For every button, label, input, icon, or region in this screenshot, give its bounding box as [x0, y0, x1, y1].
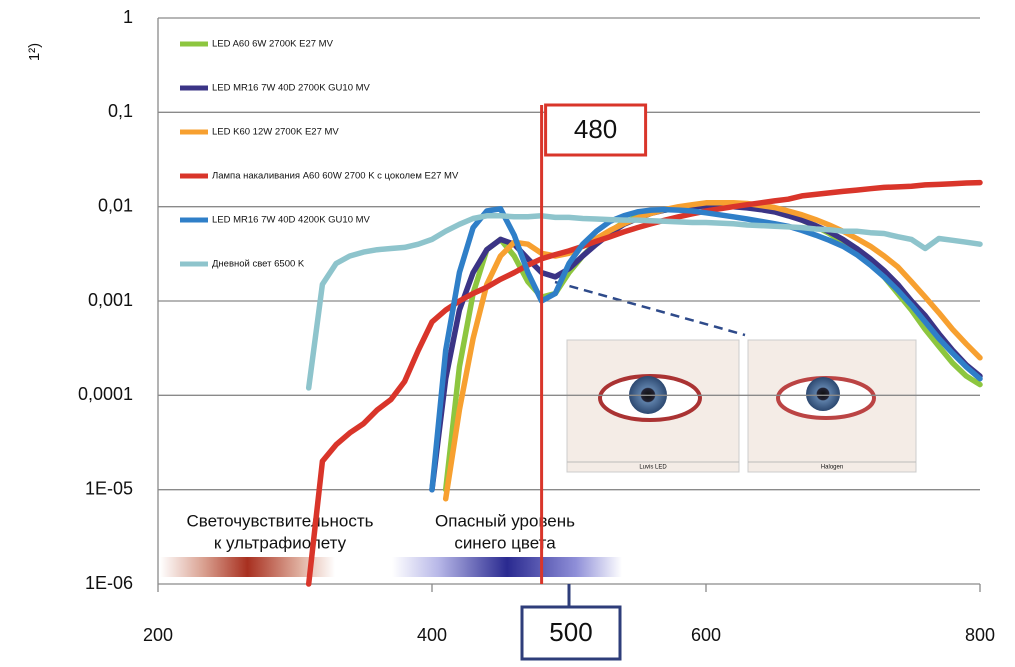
blue-band	[392, 557, 622, 577]
annotation-box	[544, 103, 648, 157]
x-tick-label: 800	[965, 625, 995, 645]
legend-label: LED K60 12W 2700K E27 MV	[212, 127, 339, 138]
legend-label: LED MR16 7W 40D 2700K GU10 MV	[212, 83, 371, 94]
x-tick-label: 200	[143, 625, 173, 645]
annotation-label: 480	[574, 114, 617, 144]
pointer-line	[554, 280, 746, 337]
uv-band	[160, 557, 335, 577]
x-tick-label: 400	[417, 625, 447, 645]
y-tick-label: 0,0001	[78, 384, 133, 404]
band-label: к ультрафиолету	[214, 533, 347, 552]
y-tick-label: 1	[123, 7, 133, 27]
annotation-label: 500	[549, 617, 592, 647]
series-line	[305, 179, 983, 587]
y-tick-label: 1E-06	[85, 573, 133, 593]
annotation-box	[520, 605, 622, 661]
image-caption: Luvis LED	[639, 465, 667, 471]
legend-label: LED MR16 7W 40D 4200K GU10 MV	[212, 215, 371, 226]
series-line	[429, 206, 983, 493]
legend-label: Дневной свет 6500 K	[212, 259, 305, 270]
y-tick-label: 0,1	[108, 101, 133, 121]
series-line	[442, 200, 983, 502]
band-label: Светочувствительность	[187, 511, 374, 530]
y-tick-label: 0,001	[88, 290, 133, 310]
legend-label: Лампа накаливания A60 60W 2700 K с цокол…	[212, 171, 459, 182]
series-line	[305, 213, 983, 391]
band-label: Опасный уровень	[435, 511, 575, 530]
eye-images	[566, 339, 917, 473]
x-tick-label: 600	[691, 625, 721, 645]
legend-label: LED A60 6W 2700K E27 MV	[212, 39, 334, 50]
y-tick-label: 0,01	[98, 195, 133, 215]
band-label: синего цвета	[454, 533, 556, 552]
image-halogen	[747, 339, 917, 473]
y-tick-label: 1E-05	[85, 478, 133, 498]
y-axis-label: 1²)	[26, 43, 43, 61]
image-caption: Halogen	[821, 465, 843, 471]
iris	[806, 377, 840, 411]
